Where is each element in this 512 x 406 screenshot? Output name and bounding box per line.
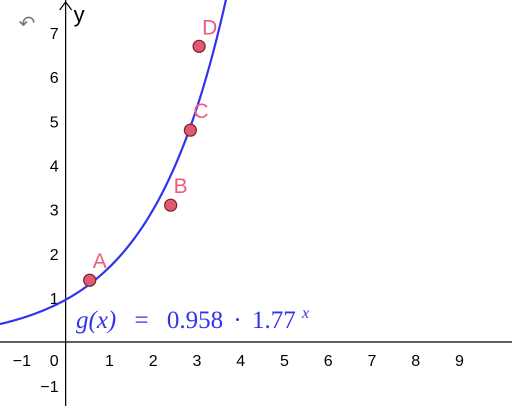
y-tick-label: 2: [50, 247, 59, 264]
formula-equals: =: [135, 307, 149, 334]
y-tick-label: 4: [50, 158, 59, 175]
undo-icon[interactable]: ↶: [18, 11, 36, 35]
points[interactable]: A B C D: [83, 16, 218, 287]
formula-exponent: x: [301, 305, 309, 322]
point-label-c: C: [193, 100, 208, 123]
formula-coefficient: 0.958: [167, 307, 223, 334]
formula-base: 1.77: [252, 307, 296, 334]
x-tick-label: 6: [324, 353, 333, 370]
y-tick-label: 1: [50, 291, 59, 308]
x-tick-label: 9: [455, 353, 464, 370]
x-tick-label: 4: [236, 353, 245, 370]
point-b[interactable]: [164, 198, 178, 212]
x-tick-label: 5: [280, 353, 289, 370]
x-tick-label: 3: [192, 353, 201, 370]
tick-labels: −1 1 2 3 4 5 6 7 8 9 −1 1 2 3 4 5 6 7 0: [13, 26, 464, 396]
formula-dot: ·: [233, 307, 241, 334]
x-tick-label: 1: [105, 353, 114, 370]
y-tick-label: 7: [50, 26, 59, 43]
formula-lhs: g(x): [76, 307, 116, 334]
x-tick-label: 8: [411, 353, 420, 370]
y-tick-label: 6: [50, 70, 59, 87]
point-label-b: B: [174, 175, 188, 198]
point-label-a: A: [93, 250, 107, 273]
y-tick-label: −1: [40, 379, 58, 396]
point-d[interactable]: [192, 39, 206, 53]
x-tick-label: 7: [368, 353, 377, 370]
point-label-d: D: [202, 16, 217, 39]
point-c[interactable]: [183, 123, 197, 137]
curve-g[interactable]: [0, 0, 234, 326]
y-axis-arrow: [59, 1, 73, 11]
function-formula[interactable]: g(x) = 0.958 · 1.77 x: [76, 305, 309, 334]
point-a[interactable]: [83, 273, 97, 287]
x-tick-label: 2: [149, 353, 158, 370]
y-tick-label: 5: [50, 114, 59, 131]
y-tick-label: 3: [50, 203, 59, 220]
y-axis-label: y: [74, 2, 85, 27]
x-tick-label: −1: [13, 353, 31, 370]
origin-label: 0: [50, 353, 59, 370]
